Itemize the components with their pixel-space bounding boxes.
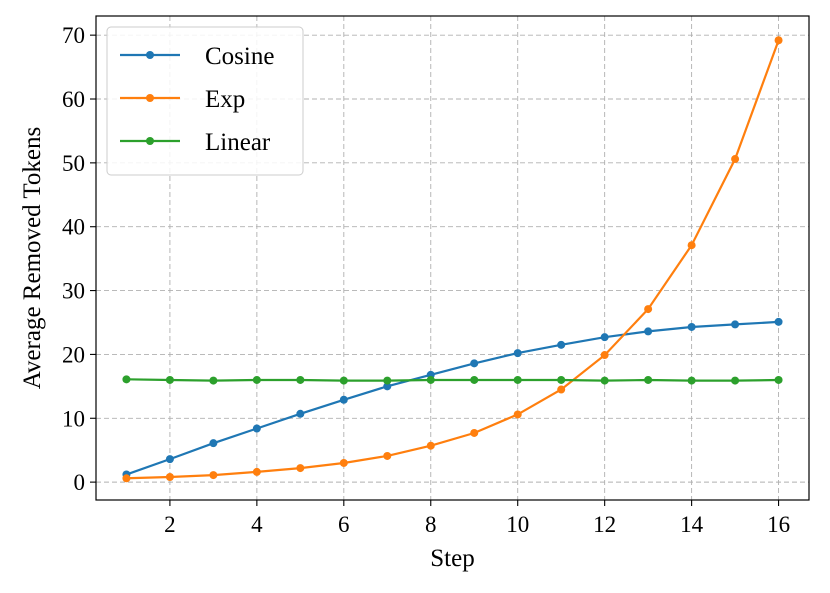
data-point-cosine <box>209 439 218 448</box>
x-tick-label: 14 <box>680 512 704 537</box>
data-point-linear <box>383 376 392 385</box>
data-point-exp <box>774 36 783 45</box>
data-point-cosine <box>252 424 261 433</box>
data-point-exp <box>687 241 696 250</box>
legend-marker-exp <box>146 94 154 102</box>
x-tick-label: 10 <box>506 512 529 537</box>
x-axis-ticks: 2 4 6 8 10 12 14 16 <box>164 500 790 537</box>
data-point-exp <box>122 474 131 483</box>
data-point-linear <box>339 376 348 385</box>
legend-label-exp: Exp <box>205 86 245 113</box>
data-point-linear <box>252 375 261 384</box>
data-point-exp <box>513 410 522 419</box>
data-point-linear <box>687 376 696 385</box>
data-point-exp <box>165 473 174 482</box>
x-tick-label: 8 <box>425 512 437 537</box>
data-point-linear <box>557 375 566 384</box>
data-point-cosine <box>731 320 740 329</box>
data-point-linear <box>731 376 740 385</box>
data-point-linear <box>600 376 609 385</box>
data-point-cosine <box>687 322 696 331</box>
y-tick-label: 70 <box>62 23 85 48</box>
data-point-cosine <box>644 327 653 336</box>
grid <box>96 16 809 500</box>
x-tick-label: 12 <box>593 512 616 537</box>
data-point-linear <box>513 375 522 384</box>
data-point-cosine <box>600 333 609 342</box>
legend: Cosine Exp Linear <box>106 26 304 176</box>
y-axis-ticks: 0 10 20 30 40 50 60 70 <box>62 23 96 495</box>
data-point-exp <box>600 351 609 360</box>
series-line-exp <box>126 39 780 480</box>
data-point-cosine <box>296 409 305 418</box>
y-tick-label: 60 <box>62 87 85 112</box>
data-point-exp <box>644 305 653 314</box>
series-line-linear <box>126 378 779 382</box>
data-point-cosine <box>383 382 392 391</box>
data-point-exp <box>426 441 435 450</box>
series-group <box>122 36 783 483</box>
y-tick-label: 10 <box>62 406 85 431</box>
data-point-exp <box>339 458 348 467</box>
data-point-cosine <box>557 340 566 349</box>
y-tick-label: 30 <box>62 279 85 304</box>
data-point-exp <box>296 464 305 473</box>
plot-frame <box>95 15 810 501</box>
x-axis-title: Step <box>430 545 474 572</box>
data-point-cosine <box>774 317 783 326</box>
data-point-exp <box>252 467 261 476</box>
legend-box <box>106 26 304 176</box>
series-line-cosine <box>126 320 779 476</box>
data-point-cosine <box>339 395 348 404</box>
y-axis-title: Average Removed Tokens <box>19 127 46 390</box>
data-point-cosine <box>165 455 174 464</box>
data-point-exp <box>557 385 566 394</box>
data-point-linear <box>426 375 435 384</box>
data-point-exp <box>209 471 218 480</box>
data-point-linear <box>122 375 131 384</box>
data-point-exp <box>470 428 479 437</box>
data-point-linear <box>165 375 174 384</box>
data-point-linear <box>470 375 479 384</box>
data-point-cosine <box>470 359 479 368</box>
data-point-linear <box>209 376 218 385</box>
x-tick-label: 16 <box>767 512 790 537</box>
x-tick-label: 4 <box>251 512 263 537</box>
y-tick-label: 50 <box>62 151 85 176</box>
data-point-exp <box>731 155 740 164</box>
data-point-linear <box>774 375 783 384</box>
y-tick-label: 40 <box>62 215 85 240</box>
legend-label-linear: Linear <box>205 129 271 156</box>
legend-marker-linear <box>146 137 154 145</box>
legend-label-cosine: Cosine <box>205 43 274 70</box>
x-tick-label: 6 <box>338 512 350 537</box>
data-point-linear <box>644 375 653 384</box>
legend-marker-cosine <box>146 51 154 59</box>
y-tick-label: 20 <box>62 342 85 367</box>
data-point-linear <box>296 375 305 384</box>
data-point-cosine <box>513 349 522 358</box>
x-tick-label: 2 <box>164 512 176 537</box>
y-tick-label: 0 <box>74 470 86 495</box>
data-point-exp <box>383 451 392 460</box>
